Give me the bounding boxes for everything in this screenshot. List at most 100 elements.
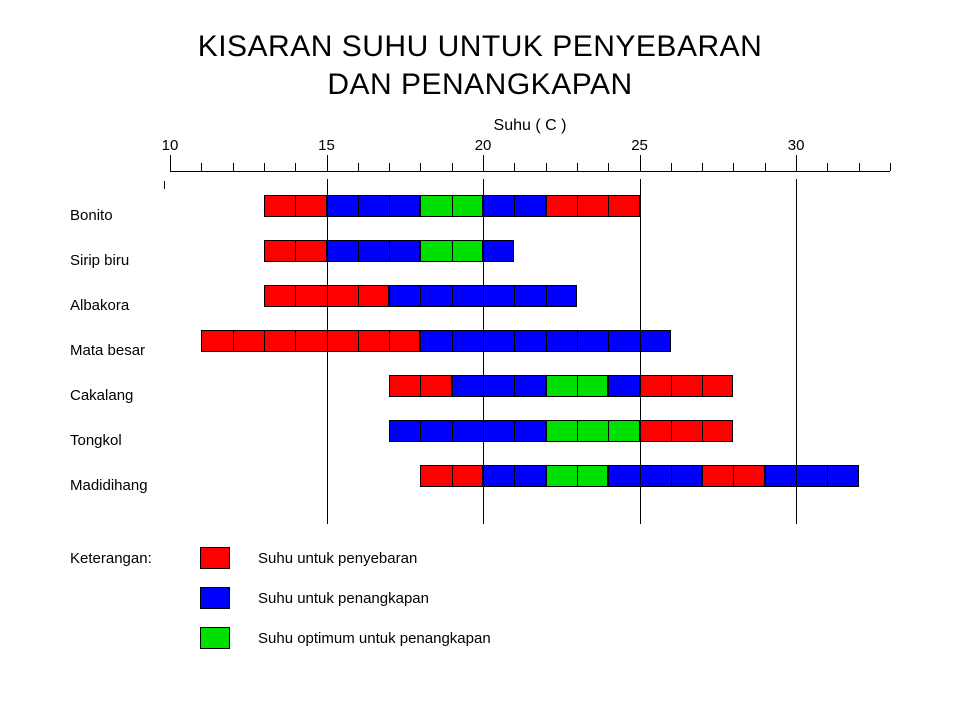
cell-divider (420, 240, 421, 262)
cell-divider (389, 330, 390, 352)
xaxis-tick-minor (577, 163, 578, 171)
cell-divider (420, 330, 421, 352)
cell-divider (264, 330, 265, 352)
xaxis-tick-minor (452, 163, 453, 171)
cell-divider (452, 240, 453, 262)
legend-label: Suhu optimum untuk penangkapan (258, 630, 491, 647)
cell-divider (389, 195, 390, 217)
range-bar (264, 240, 514, 262)
cell-divider (514, 285, 515, 307)
xaxis-tick-label: 30 (788, 137, 805, 154)
cell-divider (671, 375, 672, 397)
cell-divider (608, 195, 609, 217)
cell-divider (389, 285, 390, 307)
xaxis-tick-major (796, 155, 797, 171)
xaxis-tick-minor (702, 163, 703, 171)
legend-swatch (200, 627, 230, 649)
bar-segment-penyebaran (640, 420, 734, 442)
legend-swatch (200, 547, 230, 569)
xaxis-tick-major (327, 155, 328, 171)
xaxis-tick-label: 20 (475, 137, 492, 154)
row-labels: BonitoSirip biruAlbakoraMata besarCakala… (70, 193, 170, 508)
xaxis-tick-major (483, 155, 484, 171)
xaxis-tick-minor (201, 163, 202, 171)
xaxis-tick-minor (358, 163, 359, 171)
cell-divider (671, 465, 672, 487)
range-bar (389, 420, 733, 442)
xaxis-tick-minor (295, 163, 296, 171)
cell-divider (514, 195, 515, 217)
gridline (640, 179, 641, 524)
cell-divider (514, 465, 515, 487)
page-title: KISARAN SUHU UNTUK PENYEBARAN DAN PENANG… (60, 28, 900, 103)
xaxis-tick-minor (608, 163, 609, 171)
xaxis-tick-minor (827, 163, 828, 171)
cell-divider (514, 330, 515, 352)
gridline (796, 179, 797, 524)
xaxis-tick-minor (389, 163, 390, 171)
cell-divider (358, 195, 359, 217)
cell-divider (420, 285, 421, 307)
legend-label: Suhu untuk penyebaran (258, 550, 417, 567)
species-row (170, 283, 890, 328)
xaxis-tick-minor (890, 163, 891, 171)
cell-divider (608, 375, 609, 397)
range-bar (264, 195, 640, 217)
species-row (170, 193, 890, 238)
cell-divider (608, 465, 609, 487)
bar-segment-penangkapan (608, 375, 639, 397)
bar-segment-penangkapan (389, 420, 546, 442)
cell-divider (358, 285, 359, 307)
cell-divider (546, 330, 547, 352)
cell-divider (514, 375, 515, 397)
gridline (327, 179, 328, 524)
species-label: Sirip biru (70, 238, 170, 283)
bar-segment-penangkapan (327, 195, 421, 217)
xaxis-title: Suhu ( C ) (70, 117, 890, 135)
cell-divider (546, 195, 547, 217)
bar-segment-penyebaran (640, 375, 734, 397)
bar-segment-penangkapan (483, 240, 514, 262)
xaxis-tick-major (640, 155, 641, 171)
species-row (170, 238, 890, 283)
title-line2: DAN PENANGKAPAN (327, 68, 632, 101)
xaxis-tick-minor (546, 163, 547, 171)
cell-divider (420, 195, 421, 217)
species-row (170, 418, 890, 463)
cell-divider (546, 420, 547, 442)
xaxis-tick-minor (765, 163, 766, 171)
cell-divider (577, 375, 578, 397)
cell-divider (702, 465, 703, 487)
gridline (483, 179, 484, 524)
xaxis-tick-minor (514, 163, 515, 171)
cell-divider (452, 285, 453, 307)
cell-divider (577, 195, 578, 217)
xaxis-tick-minor (233, 163, 234, 171)
range-bar (264, 285, 577, 307)
cell-divider (671, 420, 672, 442)
species-row (170, 463, 890, 508)
species-label: Cakalang (70, 373, 170, 418)
bar-segment-penyebaran (201, 330, 420, 352)
legend-swatch (200, 587, 230, 609)
cell-divider (514, 420, 515, 442)
legend-label: Suhu untuk penangkapan (258, 590, 429, 607)
cell-divider (389, 240, 390, 262)
bar-segment-penangkapan (327, 240, 421, 262)
xaxis: 1015202530 (170, 139, 890, 179)
xaxis-tick-label: 15 (318, 137, 335, 154)
cell-divider (295, 330, 296, 352)
cell-divider (358, 240, 359, 262)
xaxis-tick-label: 25 (631, 137, 648, 154)
bar-segment-optimum (546, 420, 640, 442)
cell-divider (358, 330, 359, 352)
cell-divider (827, 465, 828, 487)
bar-segment-penangkapan (452, 375, 546, 397)
origin-tick (164, 181, 165, 189)
legend-heading: Keterangan: (70, 550, 200, 567)
cell-divider (295, 195, 296, 217)
cell-divider (546, 285, 547, 307)
cell-divider (420, 420, 421, 442)
bar-segment-penangkapan (608, 465, 702, 487)
legend: Keterangan: Suhu untuk penyebaran Suhu unt… (70, 538, 890, 658)
